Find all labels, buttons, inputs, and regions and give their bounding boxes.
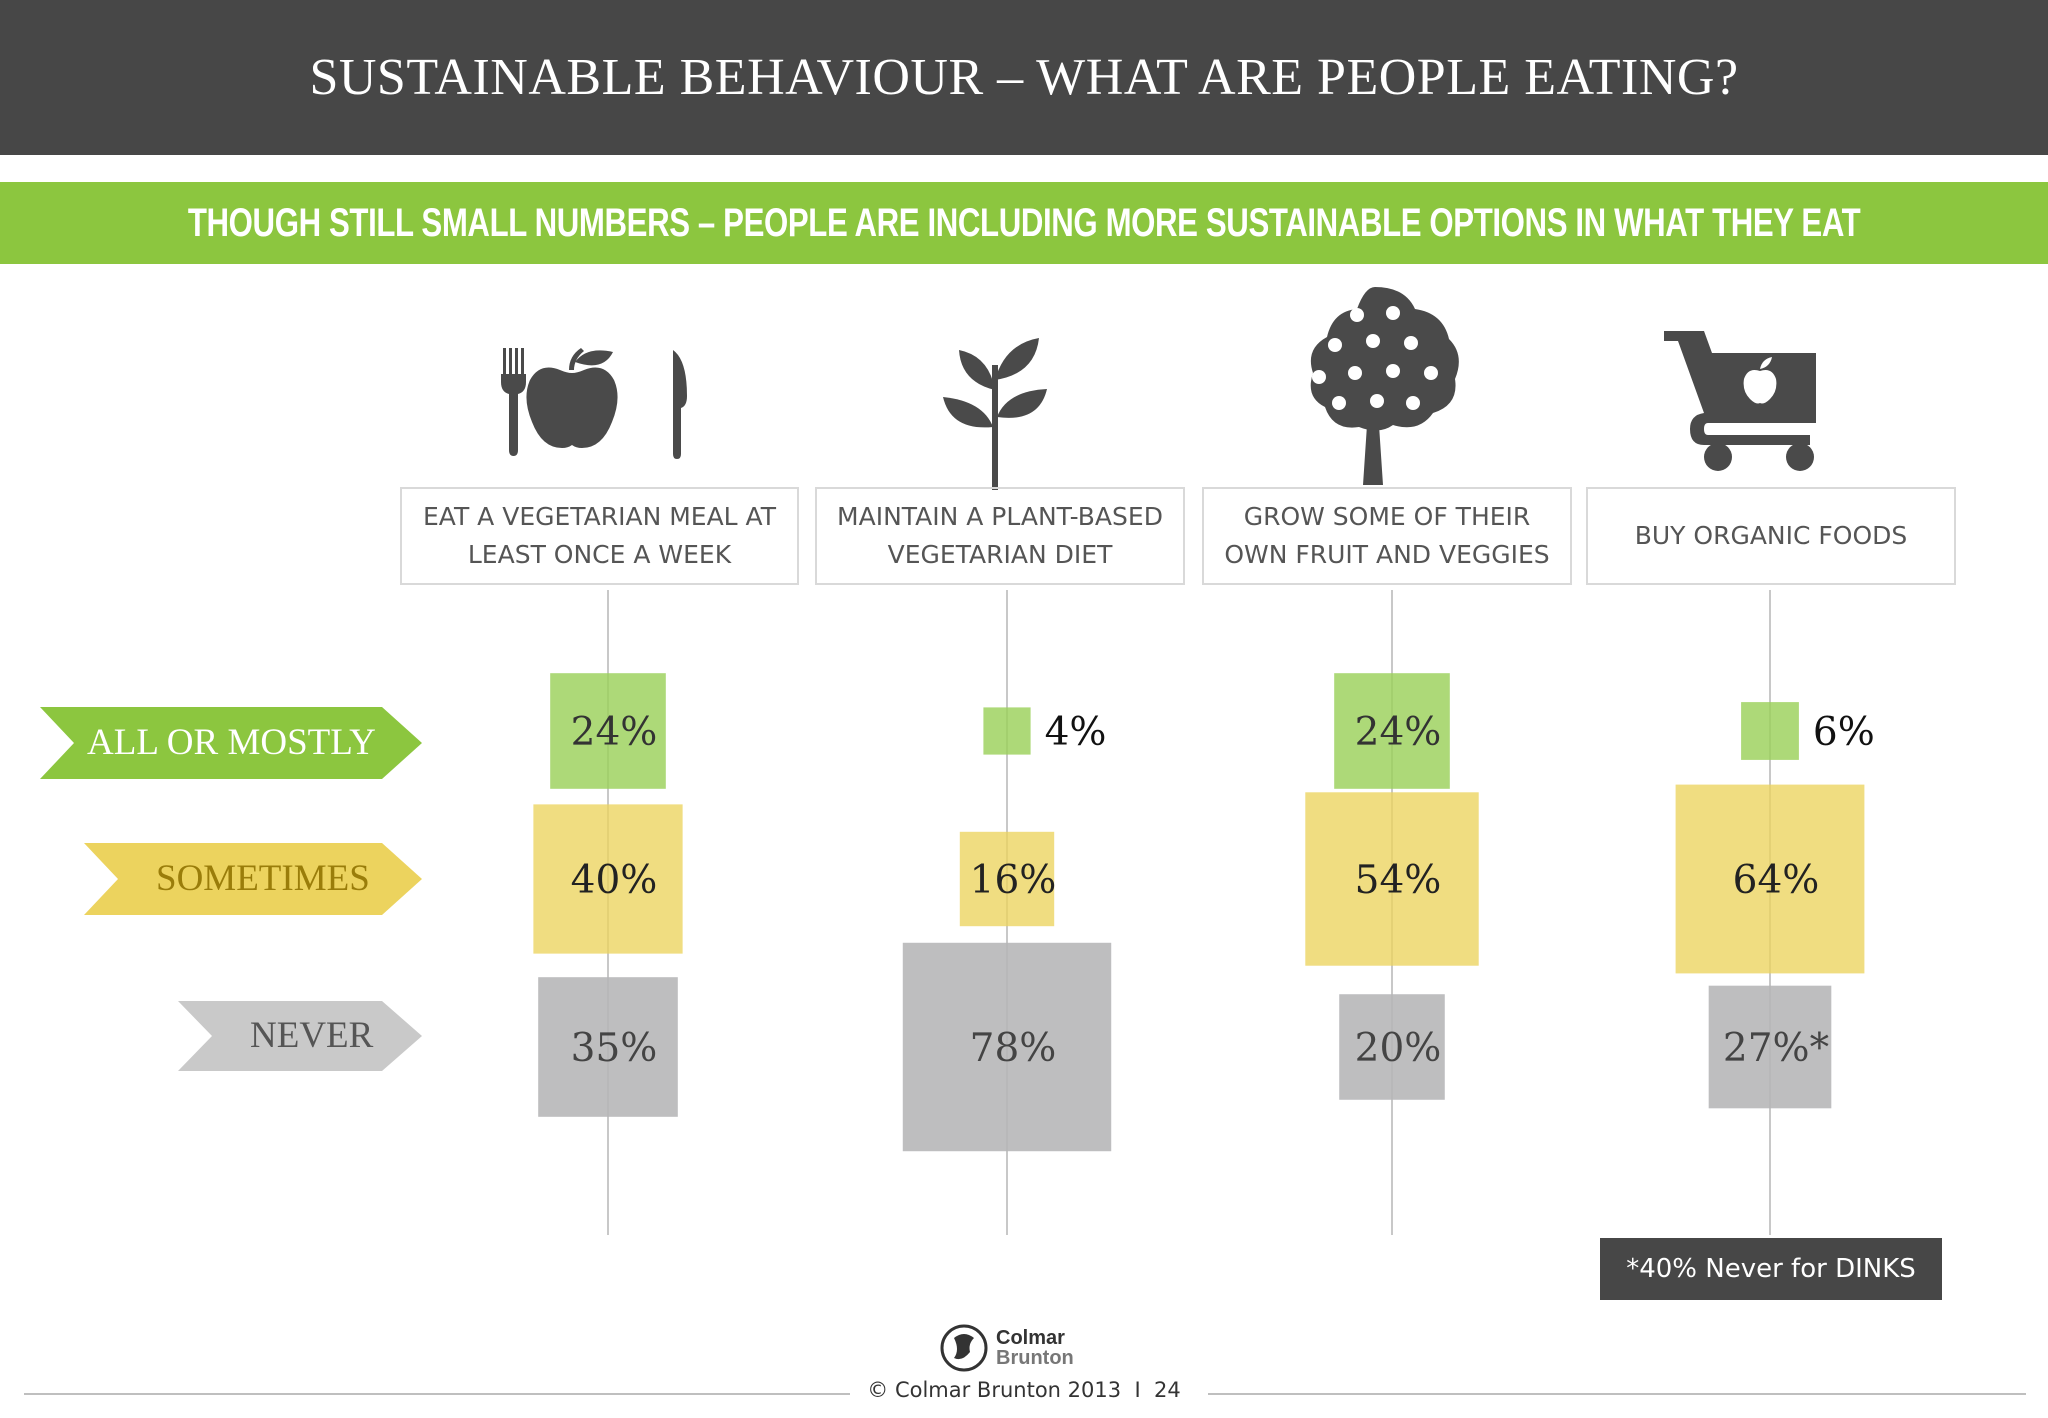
- footer-copyright: © Colmar Brunton 2013 I 24: [0, 1378, 2048, 1402]
- bubble-all-or-mostly-3: [1741, 702, 1799, 760]
- category-box-vegetarian-meal: EAT A VEGETARIAN MEAL AT LEAST ONCE A WE…: [400, 487, 799, 585]
- bubble-all-or-mostly-2: [1334, 673, 1450, 789]
- logo-text-line2: Brunton: [996, 1347, 1074, 1369]
- fruit-tree-icon: [1310, 287, 1459, 485]
- data-label: 64%: [1733, 858, 1820, 903]
- data-label: 24%: [1355, 710, 1442, 755]
- row-label-sometimes: SOMETIMES: [84, 843, 422, 915]
- footer-divider-left: [24, 1393, 850, 1395]
- data-label: 27%*: [1723, 1026, 1829, 1071]
- data-label: 54%: [1355, 858, 1442, 903]
- data-label: 20%: [1355, 1026, 1442, 1071]
- bubble-sometimes-2: [1305, 792, 1479, 966]
- category-label: BUY ORGANIC FOODS: [1634, 521, 1908, 550]
- copyright-text: © Colmar Brunton 2013 I 24: [855, 1378, 1193, 1402]
- bubble-all-or-mostly-1: [983, 707, 1031, 755]
- subtitle-banner: THOUGH STILL SMALL NUMBERS – PEOPLE ARE …: [0, 182, 2048, 264]
- data-label: 16%: [970, 858, 1057, 903]
- page-title: SUSTAINABLE BEHAVIOUR – WHAT ARE PEOPLE …: [309, 49, 1739, 106]
- category-box-plant-based-diet: MAINTAIN A PLANT-BASED VEGETARIAN DIET: [815, 487, 1185, 585]
- data-label: 24%: [571, 710, 658, 755]
- bubble-never-1: [902, 942, 1112, 1152]
- category-label: GROW SOME OF THEIR OWN FRUIT AND VEGGIES: [1224, 502, 1550, 569]
- category-box-grow-own: GROW SOME OF THEIR OWN FRUIT AND VEGGIES: [1202, 487, 1572, 585]
- header-bar: SUSTAINABLE BEHAVIOUR – WHAT ARE PEOPLE …: [0, 0, 2048, 155]
- footnote-text: *40% Never for DINKS: [1626, 1254, 1916, 1284]
- data-label: 78%: [970, 1026, 1057, 1071]
- fork-apple-knife-icon: [501, 348, 687, 459]
- bubble-sometimes-1: [959, 831, 1055, 927]
- row-label-all-or-mostly: ALL OR MOSTLY: [40, 707, 422, 779]
- sprout-icon: [943, 338, 1047, 490]
- bubble-all-or-mostly-0: [550, 673, 666, 789]
- data-label: 40%: [571, 858, 658, 903]
- footer-divider-right: [1208, 1393, 2026, 1395]
- row-label-text: ALL OR MOSTLY: [87, 722, 376, 763]
- bubble-never-0: [538, 977, 678, 1117]
- shopping-cart-icon: [1664, 331, 1816, 471]
- bubble-sometimes-0: [533, 804, 683, 954]
- footnote-box: *40% Never for DINKS: [1600, 1238, 1942, 1300]
- bubble-never-3: [1708, 985, 1832, 1109]
- colmar-brunton-logo: Colmar Brunton: [940, 1324, 1074, 1372]
- data-label: 6%: [1813, 710, 1875, 755]
- category-box-organic: BUY ORGANIC FOODS: [1586, 487, 1956, 585]
- data-label: 35%: [571, 1026, 658, 1071]
- data-label: 4%: [1045, 710, 1107, 755]
- bubble-never-2: [1339, 994, 1445, 1100]
- category-label: EAT A VEGETARIAN MEAL AT LEAST ONCE A WE…: [423, 502, 776, 569]
- category-label: MAINTAIN A PLANT-BASED VEGETARIAN DIET: [837, 502, 1163, 569]
- row-label-text: SOMETIMES: [156, 858, 370, 899]
- row-label-text: NEVER: [250, 1015, 374, 1056]
- bubble-sometimes-3: [1675, 784, 1865, 974]
- logo-text-line1: Colmar: [996, 1327, 1065, 1349]
- row-label-never: NEVER: [178, 1001, 422, 1071]
- banner-text: THOUGH STILL SMALL NUMBERS – PEOPLE ARE …: [187, 200, 1861, 245]
